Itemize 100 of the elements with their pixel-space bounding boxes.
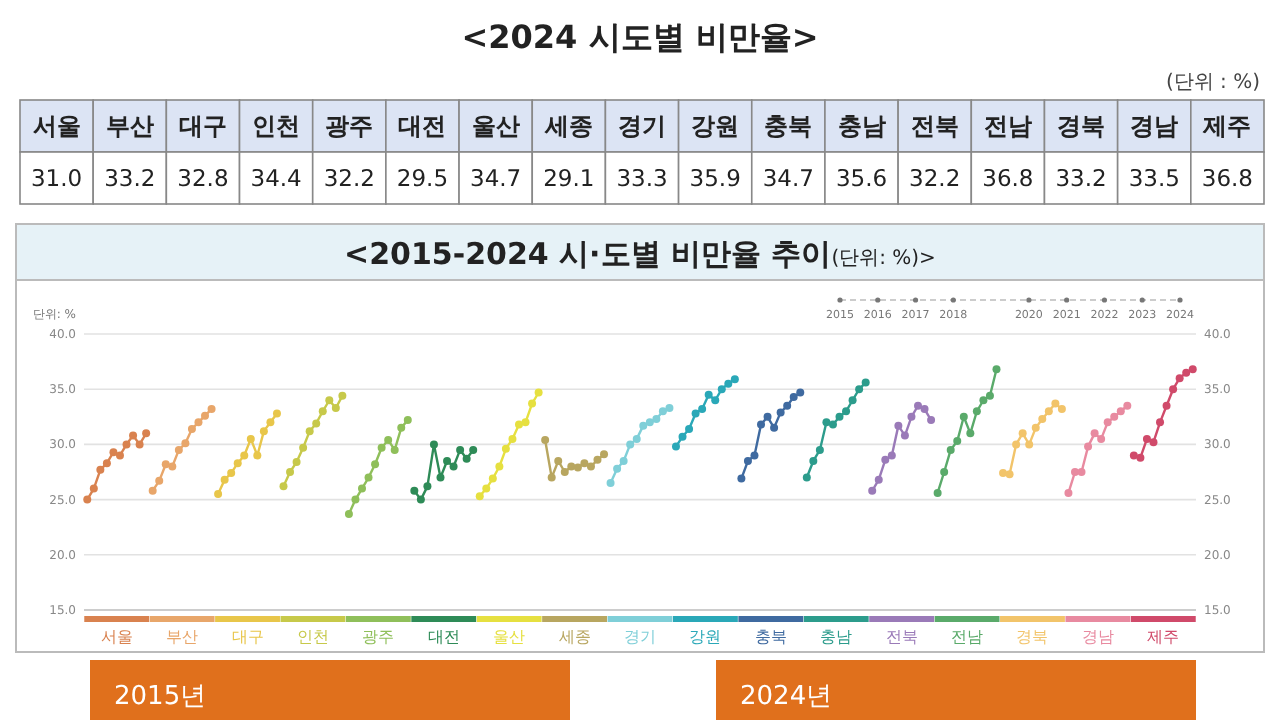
- point: [429, 440, 438, 449]
- category-label: 광주: [325, 112, 374, 140]
- point: [757, 420, 766, 429]
- category-label: 서울: [32, 112, 81, 140]
- point: [423, 482, 432, 491]
- point: [364, 473, 373, 482]
- category-label: 대전: [398, 112, 447, 140]
- point: [953, 437, 962, 446]
- point: [541, 435, 550, 444]
- point: [613, 464, 622, 473]
- category-label: 경남: [1130, 112, 1179, 140]
- point: [580, 459, 589, 468]
- point: [992, 365, 1001, 374]
- point: [724, 379, 733, 388]
- point: [83, 495, 92, 504]
- point: [678, 432, 687, 441]
- point: [835, 412, 844, 421]
- point: [115, 451, 124, 460]
- point: [371, 460, 380, 469]
- point: [1005, 470, 1014, 479]
- point: [325, 396, 334, 405]
- point: [665, 403, 674, 412]
- point: [855, 385, 864, 394]
- point: [1129, 451, 1138, 460]
- point: [750, 451, 759, 460]
- point: [377, 443, 386, 452]
- legend-label: 전남: [951, 628, 984, 646]
- point: [920, 405, 929, 414]
- point: [671, 442, 680, 451]
- legend-label: 제주: [1147, 628, 1180, 646]
- point: [528, 399, 537, 408]
- point: [842, 407, 851, 416]
- point: [1188, 365, 1197, 374]
- point: [691, 409, 700, 418]
- point: [874, 475, 883, 484]
- point: [129, 431, 138, 440]
- point: [351, 495, 360, 504]
- point: [927, 416, 936, 425]
- category-label: 제주: [1201, 112, 1252, 140]
- category-label: 충남: [837, 112, 886, 140]
- point: [462, 454, 471, 463]
- point: [639, 421, 648, 430]
- text: 35.6: [835, 164, 888, 192]
- point: [456, 445, 465, 454]
- point: [985, 391, 994, 400]
- point: [1090, 429, 1099, 438]
- point: [482, 484, 491, 493]
- point: [848, 396, 857, 405]
- point: [881, 455, 890, 464]
- text: 34.4: [250, 164, 302, 192]
- legend-label: 부산: [166, 628, 199, 646]
- category-label: 전남: [983, 112, 1032, 140]
- point: [868, 486, 877, 495]
- point: [168, 462, 177, 471]
- point: [822, 418, 831, 427]
- point: [711, 396, 720, 405]
- point: [619, 456, 628, 465]
- point: [338, 391, 347, 400]
- point: [1123, 401, 1132, 410]
- point: [1057, 405, 1066, 414]
- point: [403, 416, 412, 425]
- category-label: 부산: [105, 112, 154, 140]
- point: [560, 468, 569, 476]
- point: [1018, 429, 1027, 438]
- point: [416, 495, 425, 504]
- point: [259, 427, 268, 436]
- point: [1169, 385, 1178, 394]
- point: [194, 418, 203, 427]
- point: [1064, 488, 1073, 497]
- point: [573, 463, 582, 472]
- point: [122, 440, 131, 449]
- point: [593, 455, 602, 464]
- point: [1051, 399, 1060, 408]
- point: [397, 423, 406, 432]
- text: 2024년: [740, 682, 833, 712]
- text: <2024 시도별 비만율>: [461, 18, 819, 56]
- point: [554, 456, 563, 465]
- text: 34.7: [470, 164, 522, 192]
- text: 29.1: [543, 164, 595, 192]
- point: [1084, 442, 1093, 451]
- point: [828, 420, 837, 429]
- point: [959, 412, 968, 421]
- text: 36.8: [982, 164, 1034, 192]
- point: [946, 445, 955, 454]
- legend-label: 세종: [558, 628, 591, 646]
- legend-label: 대전: [427, 628, 460, 646]
- text: (단위 : %): [1165, 72, 1261, 94]
- point: [1031, 423, 1040, 432]
- point: [246, 434, 255, 443]
- legend-label: 광주: [362, 628, 395, 646]
- category-label: 전북: [910, 112, 959, 140]
- point: [979, 396, 988, 405]
- point: [1136, 453, 1145, 462]
- text: 31.0: [30, 164, 83, 192]
- point: [214, 490, 223, 499]
- point: [410, 486, 419, 495]
- legend-label: 충북: [754, 628, 787, 646]
- point: [109, 448, 118, 457]
- text: 33.3: [616, 164, 668, 192]
- point: [181, 439, 190, 448]
